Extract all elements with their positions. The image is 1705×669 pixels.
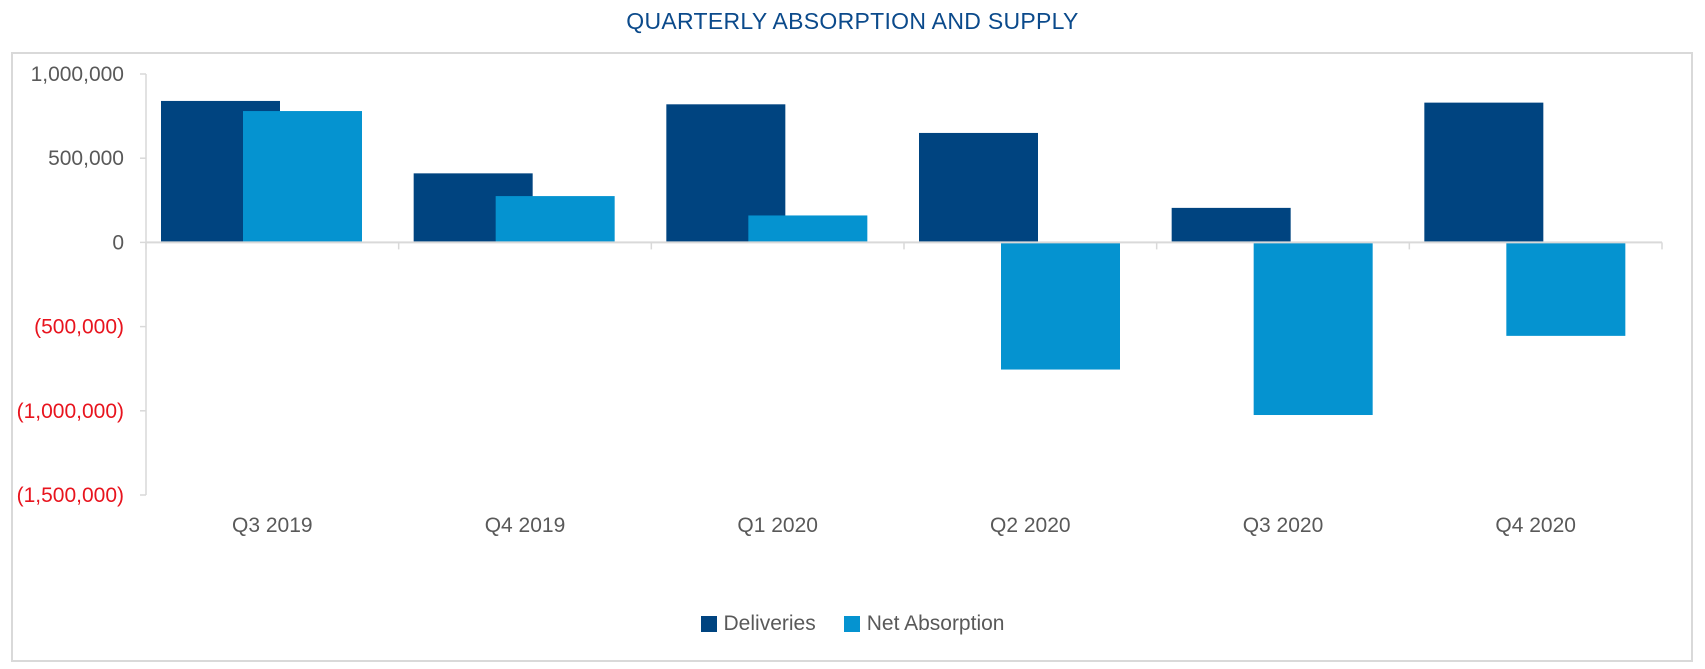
x-category-label: Q4 2019: [485, 514, 566, 537]
legend-label-deliveries: Deliveries: [723, 612, 816, 635]
bar-net-absorption-4: [1253, 242, 1373, 416]
bar-deliveries-5: [1424, 102, 1544, 243]
bar-deliveries-3: [919, 132, 1038, 243]
bar-net-absorption-3: [1001, 242, 1120, 370]
chart-frame: [11, 52, 1693, 662]
label-layer: 1,000,000 500,000 0 (500,000) (1,000,000) (1,…: [17, 63, 1663, 537]
bar-net-absorption-1: [495, 196, 615, 243]
bar-deliveries-4: [1171, 207, 1291, 243]
bar-layer: [161, 100, 1626, 416]
x-category-label: Q4 2020: [1495, 514, 1576, 537]
legend-item-deliveries: Deliveries: [700, 612, 816, 636]
bar-net-absorption-2: [748, 215, 868, 243]
x-category-label: Q1 2020: [737, 514, 818, 537]
y-tick-label: (1,000,000): [17, 400, 124, 423]
y-tick-label: (1,500,000): [17, 484, 124, 507]
y-tick-label: (500,000): [34, 316, 124, 339]
legend: Deliveries Net Absorption: [0, 612, 1705, 636]
legend-item-net-absorption: Net Absorption: [843, 612, 1005, 636]
bar-net-absorption-5: [1506, 242, 1626, 336]
axis-layer: [140, 73, 147, 496]
x-category-label: Q2 2020: [990, 514, 1071, 537]
x-category-label: Q3 2020: [1243, 514, 1324, 537]
legend-label-net-absorption: Net Absorption: [866, 612, 1005, 635]
bar-net-absorption-0: [243, 111, 362, 243]
y-tick-label: 1,000,000: [31, 63, 124, 86]
legend-swatch-net-absorption: [843, 616, 860, 632]
chart-title: QUARTERLY ABSORPTION AND SUPPLY: [626, 8, 1079, 34]
y-tick-label: 500,000: [48, 147, 124, 170]
legend-swatch-deliveries: [700, 616, 717, 632]
y-tick-label: 0: [112, 231, 124, 254]
x-category-label: Q3 2019: [232, 514, 313, 537]
